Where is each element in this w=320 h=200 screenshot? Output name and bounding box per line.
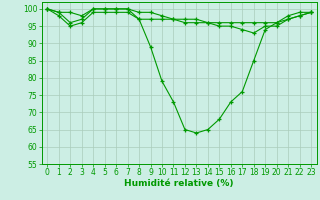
X-axis label: Humidité relative (%): Humidité relative (%) xyxy=(124,179,234,188)
